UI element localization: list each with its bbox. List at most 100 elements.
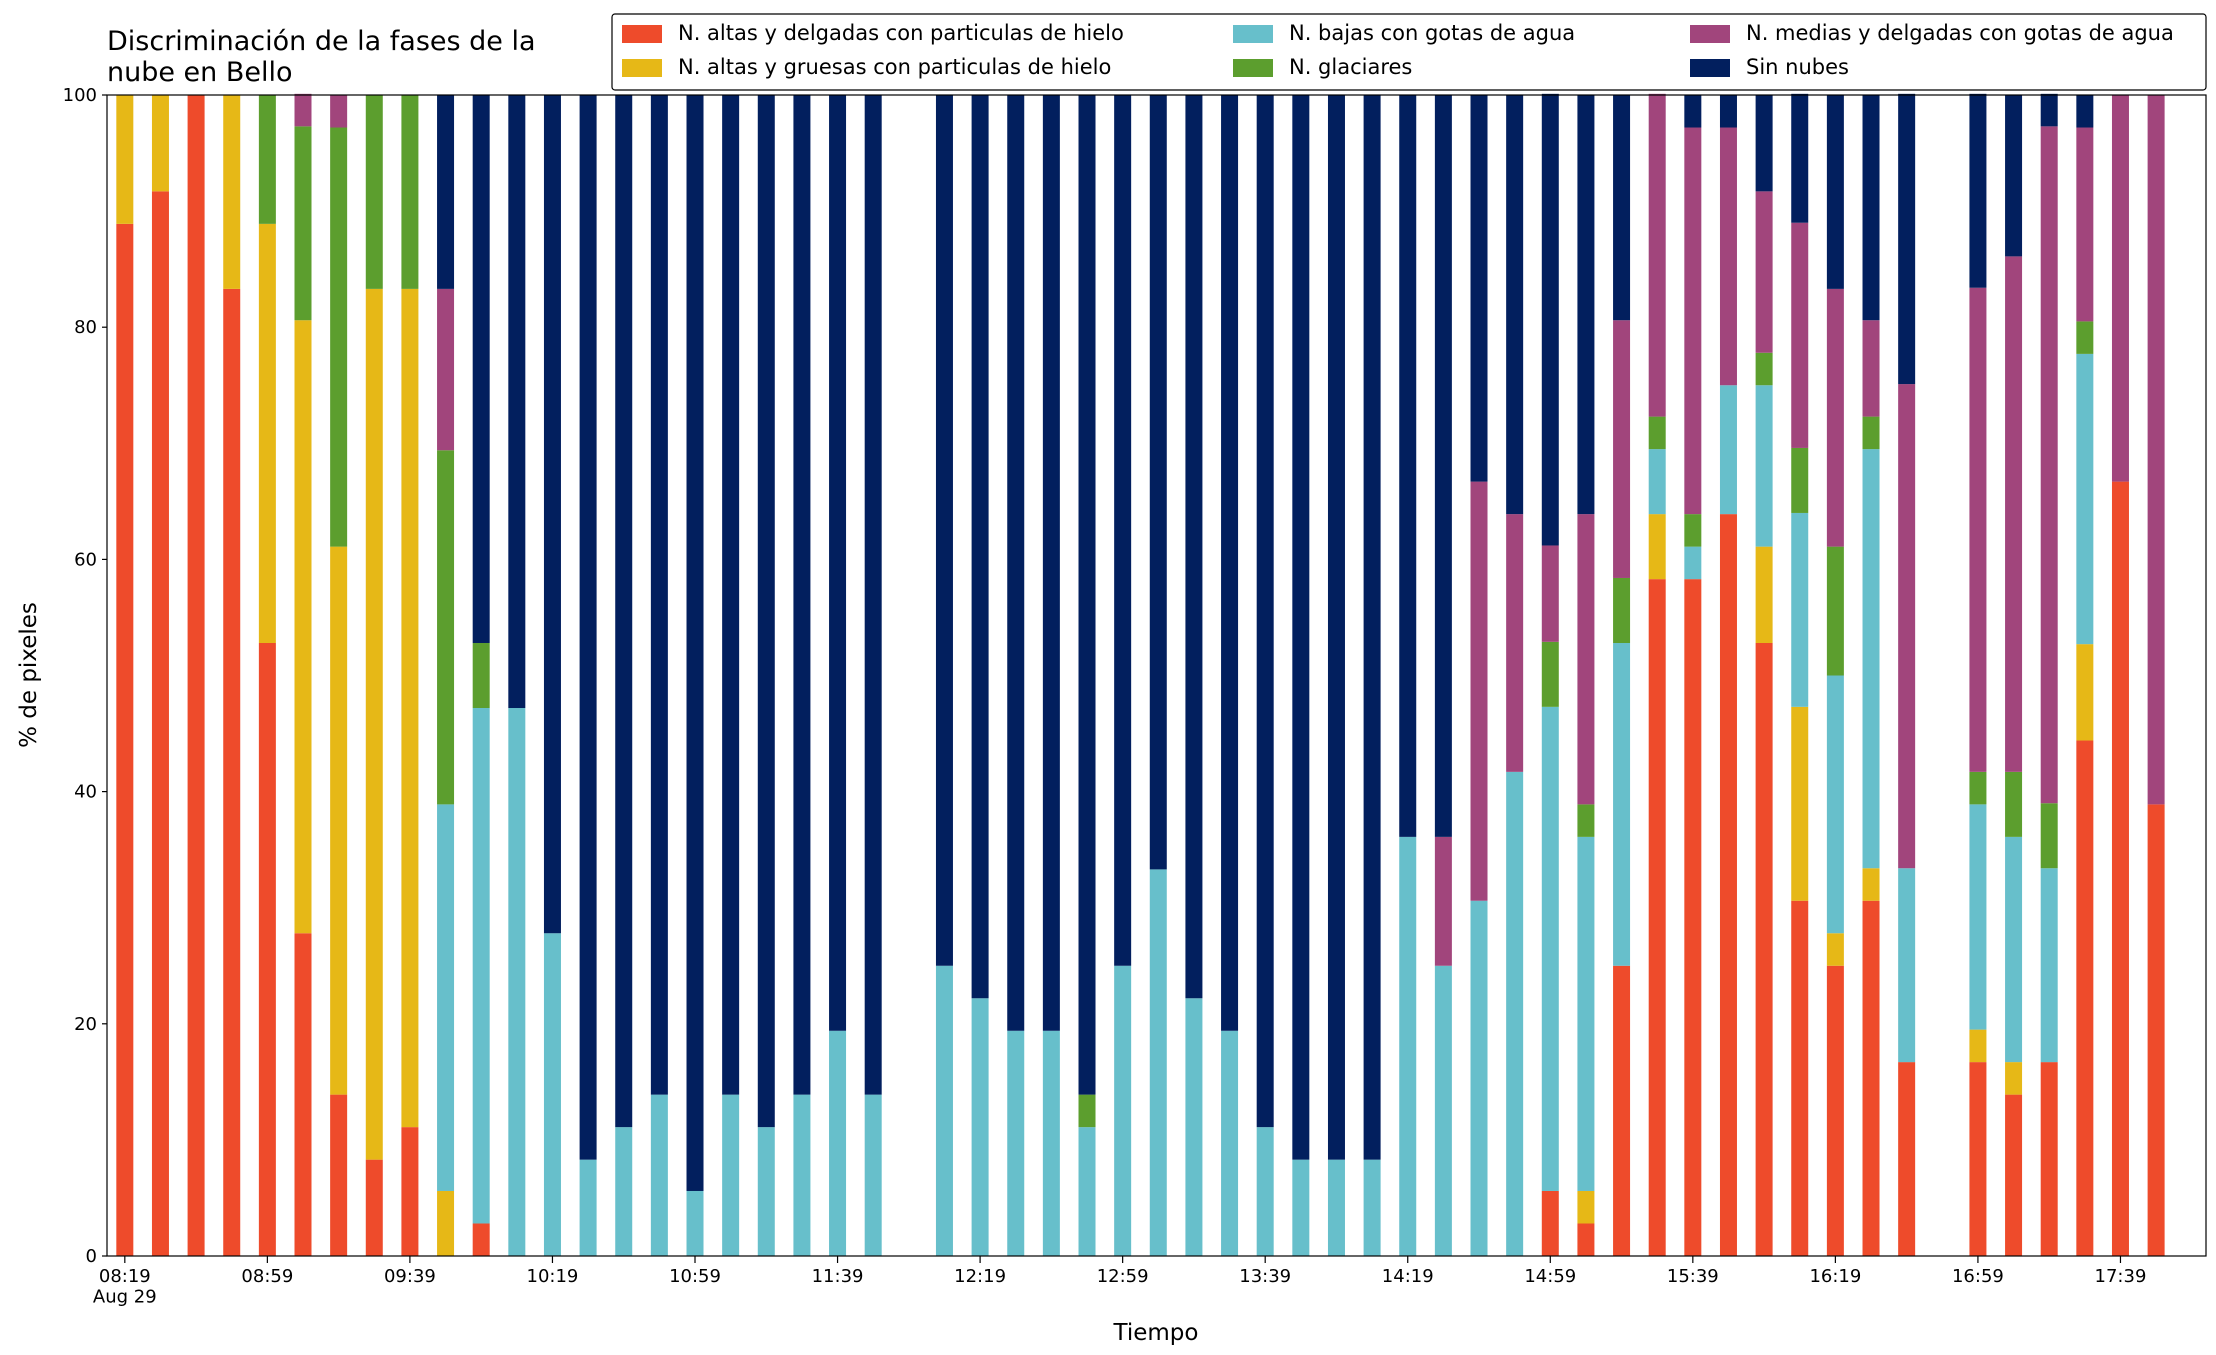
bar-segment [330, 546, 348, 1095]
bar-segment [1327, 1159, 1345, 1256]
bar-segment [1434, 965, 1452, 1256]
x-tick-label: 12:59 [1097, 1266, 1149, 1287]
x-tick-label: 12:19 [954, 1266, 1006, 1287]
bar-segment [1292, 1159, 1310, 1256]
bar-segment [2005, 95, 2023, 257]
bar-segment [1648, 93, 1666, 417]
y-tick-label: 60 [74, 549, 97, 570]
bar-segment [1114, 95, 1132, 966]
bar-segment [116, 223, 134, 1256]
bar-segment [650, 1094, 668, 1256]
bar-segment [1363, 1159, 1381, 1256]
bar-segment [1292, 95, 1310, 1160]
legend-swatch [622, 25, 662, 43]
bar-segment [543, 95, 561, 934]
bar-segment [1613, 577, 1631, 643]
bar-segment [1506, 95, 1524, 515]
bar-segment [294, 93, 312, 127]
bar-segment [1684, 579, 1702, 1256]
bar-segment [1791, 93, 1809, 223]
legend-label: Sin nubes [1746, 55, 1849, 79]
bar-segment [2040, 126, 2058, 804]
bar-segment [1719, 514, 1737, 1256]
x-tick-label: 10:19 [527, 1266, 579, 1287]
bar-segment [472, 708, 490, 1224]
bar-segment [2005, 1094, 2023, 1256]
bar-segment [1577, 514, 1595, 805]
bar-segment [365, 288, 383, 1160]
bar-segment [1221, 95, 1239, 1031]
bar-segment [1648, 416, 1666, 450]
bar-segment [330, 127, 348, 547]
bar-segment [116, 95, 134, 224]
bar-segment [1613, 320, 1631, 578]
bar-segment [2076, 740, 2094, 1256]
bar-segment [223, 95, 241, 289]
bar-segment [1541, 641, 1559, 707]
legend-swatch [1690, 25, 1730, 43]
bar-segment [1684, 95, 1702, 128]
bar-segment [1470, 481, 1488, 901]
bar-segment [330, 95, 348, 128]
bar-segment [2076, 321, 2094, 354]
x-tick-label: 10:59 [669, 1266, 721, 1287]
bar-segment [365, 95, 383, 289]
bar-segment [1256, 1127, 1274, 1256]
bar-segment [1684, 546, 1702, 580]
bar-segment [1541, 1190, 1559, 1256]
bar-segment [258, 223, 276, 643]
bar-segment [650, 95, 668, 1095]
bar-segment [1791, 222, 1809, 448]
bar-segment [1862, 320, 1880, 417]
bar-segment [1648, 579, 1666, 1256]
bar-segment [472, 1223, 490, 1256]
bar-segment [1755, 642, 1773, 1256]
bar-segment [1149, 869, 1167, 1256]
bar-segment [1541, 706, 1559, 1191]
bar-segment [258, 642, 276, 1256]
bar-segment [1684, 514, 1702, 547]
bar-segment [1007, 1030, 1025, 1256]
bar-segment [1755, 191, 1773, 353]
bar-segment [615, 1127, 633, 1256]
bar-segment [437, 1190, 455, 1256]
x-tick-label: 11:39 [812, 1266, 864, 1287]
bar-segment [722, 95, 740, 1095]
bar-segment [1755, 546, 1773, 643]
x-tick-label: 14:19 [1382, 1266, 1434, 1287]
bar-segment [1114, 965, 1132, 1256]
bar-segment [437, 95, 455, 289]
bar-segment [401, 1127, 419, 1256]
bar-segment [1755, 95, 1773, 192]
bar-segment [1613, 95, 1631, 321]
bar-segment [2111, 481, 2129, 1256]
bar-segment [1577, 836, 1595, 1191]
bar-segment [722, 1094, 740, 1256]
bar-segment [1969, 804, 1987, 1030]
bar-segment [1327, 95, 1345, 1160]
bar-segment [508, 708, 526, 1256]
x-tick-label: 15:39 [1667, 1266, 1719, 1287]
bar-segment [1862, 449, 1880, 869]
bar-segment [1577, 1223, 1595, 1256]
bar-segment [793, 95, 811, 1095]
bar-segment [935, 965, 953, 1256]
bar-segment [2040, 1062, 2058, 1256]
legend-label: N. altas y delgadas con particulas de hi… [678, 21, 1124, 45]
x-tick-label: 09:39 [384, 1266, 436, 1287]
bar-segment [615, 95, 633, 1128]
bar-segment [330, 1094, 348, 1256]
bar-segment [1969, 1062, 1987, 1256]
legend-label: N. altas y gruesas con particulas de hie… [678, 55, 1111, 79]
bar-segment [1826, 965, 1844, 1256]
bar-segment [437, 804, 455, 1191]
bar-segment [1755, 352, 1773, 386]
bar-segment [757, 95, 775, 1128]
bar-segment [1042, 95, 1060, 1031]
bar-segment [1755, 385, 1773, 547]
y-tick-label: 80 [74, 317, 97, 338]
bar-segment [1826, 95, 1844, 289]
bar-segment [793, 1094, 811, 1256]
bar-segment [1185, 998, 1203, 1256]
bar-segment [1826, 675, 1844, 934]
